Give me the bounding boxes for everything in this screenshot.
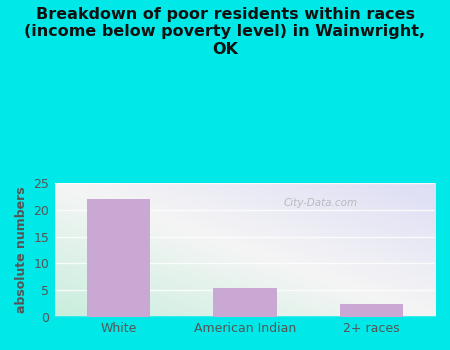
Text: City-Data.com: City-Data.com bbox=[284, 198, 358, 208]
Y-axis label: absolute numbers: absolute numbers bbox=[15, 187, 28, 313]
Text: Breakdown of poor residents within races
(income below poverty level) in Wainwri: Breakdown of poor residents within races… bbox=[24, 7, 426, 57]
Bar bbox=[87, 199, 150, 317]
Bar bbox=[213, 288, 277, 317]
Bar bbox=[340, 304, 403, 317]
